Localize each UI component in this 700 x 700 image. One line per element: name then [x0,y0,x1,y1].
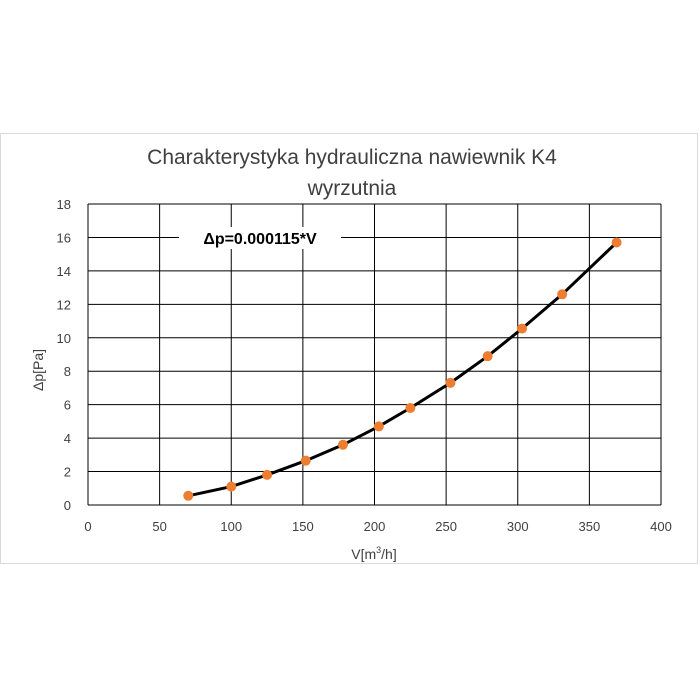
x-tick-label: 350 [579,519,601,534]
x-tick-label: 100 [220,519,242,534]
x-tick-labels: 0 50 100 150 200 250 300 350 400 [84,519,671,534]
y-tick-label: 16 [57,230,71,245]
chart-title-line-1: Charakterystyka hydrauliczna nawiewnik K… [147,146,557,169]
data-point [557,289,568,300]
equation-label-group: Δp=0.000115*V [179,227,341,249]
trendline [187,241,618,498]
x-tick-label: 0 [84,519,91,534]
data-point [405,403,416,414]
x-axis-label: V[m3/h] [351,545,396,562]
equation-label: Δp=0.000115*V [203,231,317,248]
y-tick-label: 8 [64,364,71,379]
y-tick-label: 2 [64,465,71,480]
y-tick-label: 0 [64,498,71,513]
y-tick-labels: 0 2 4 6 8 10 12 14 16 18 [57,197,71,513]
data-point [611,237,622,248]
y-tick-label: 4 [64,431,71,446]
x-tick-label: 150 [292,519,314,534]
data-point [482,351,493,362]
x-tick-label: 200 [364,519,386,534]
x-axis-label-main: V[m [351,546,376,562]
x-tick-label: 400 [650,519,672,534]
data-point [517,323,528,334]
y-tick-label: 14 [57,264,71,279]
data-point [337,439,348,450]
data-point [262,469,273,480]
chart: Charakterystyka hydrauliczna nawiewnik K… [30,146,672,562]
data-point [373,421,384,432]
y-tick-label: 6 [64,398,71,413]
x-axis-label-tail: /h] [381,546,397,562]
y-tick-label: 12 [57,297,71,312]
y-tick-label: 10 [57,331,71,346]
y-tick-label: 18 [57,197,71,212]
chart-title-line-2: wyrzutnia [307,177,397,200]
data-points [183,237,622,501]
data-point [445,377,456,388]
x-tick-label: 250 [435,519,457,534]
chart-frame: Charakterystyka hydrauliczna nawiewnik K… [0,133,698,564]
y-axis-label: Δp[Pa] [30,349,46,391]
x-axis-label-superscript: 3 [376,545,381,555]
x-tick-label: 50 [152,519,166,534]
data-point [226,481,237,492]
x-tick-label: 300 [507,519,529,534]
data-point [183,490,194,501]
equation-label-background [179,227,341,249]
data-point [300,455,311,466]
grid [87,203,662,506]
